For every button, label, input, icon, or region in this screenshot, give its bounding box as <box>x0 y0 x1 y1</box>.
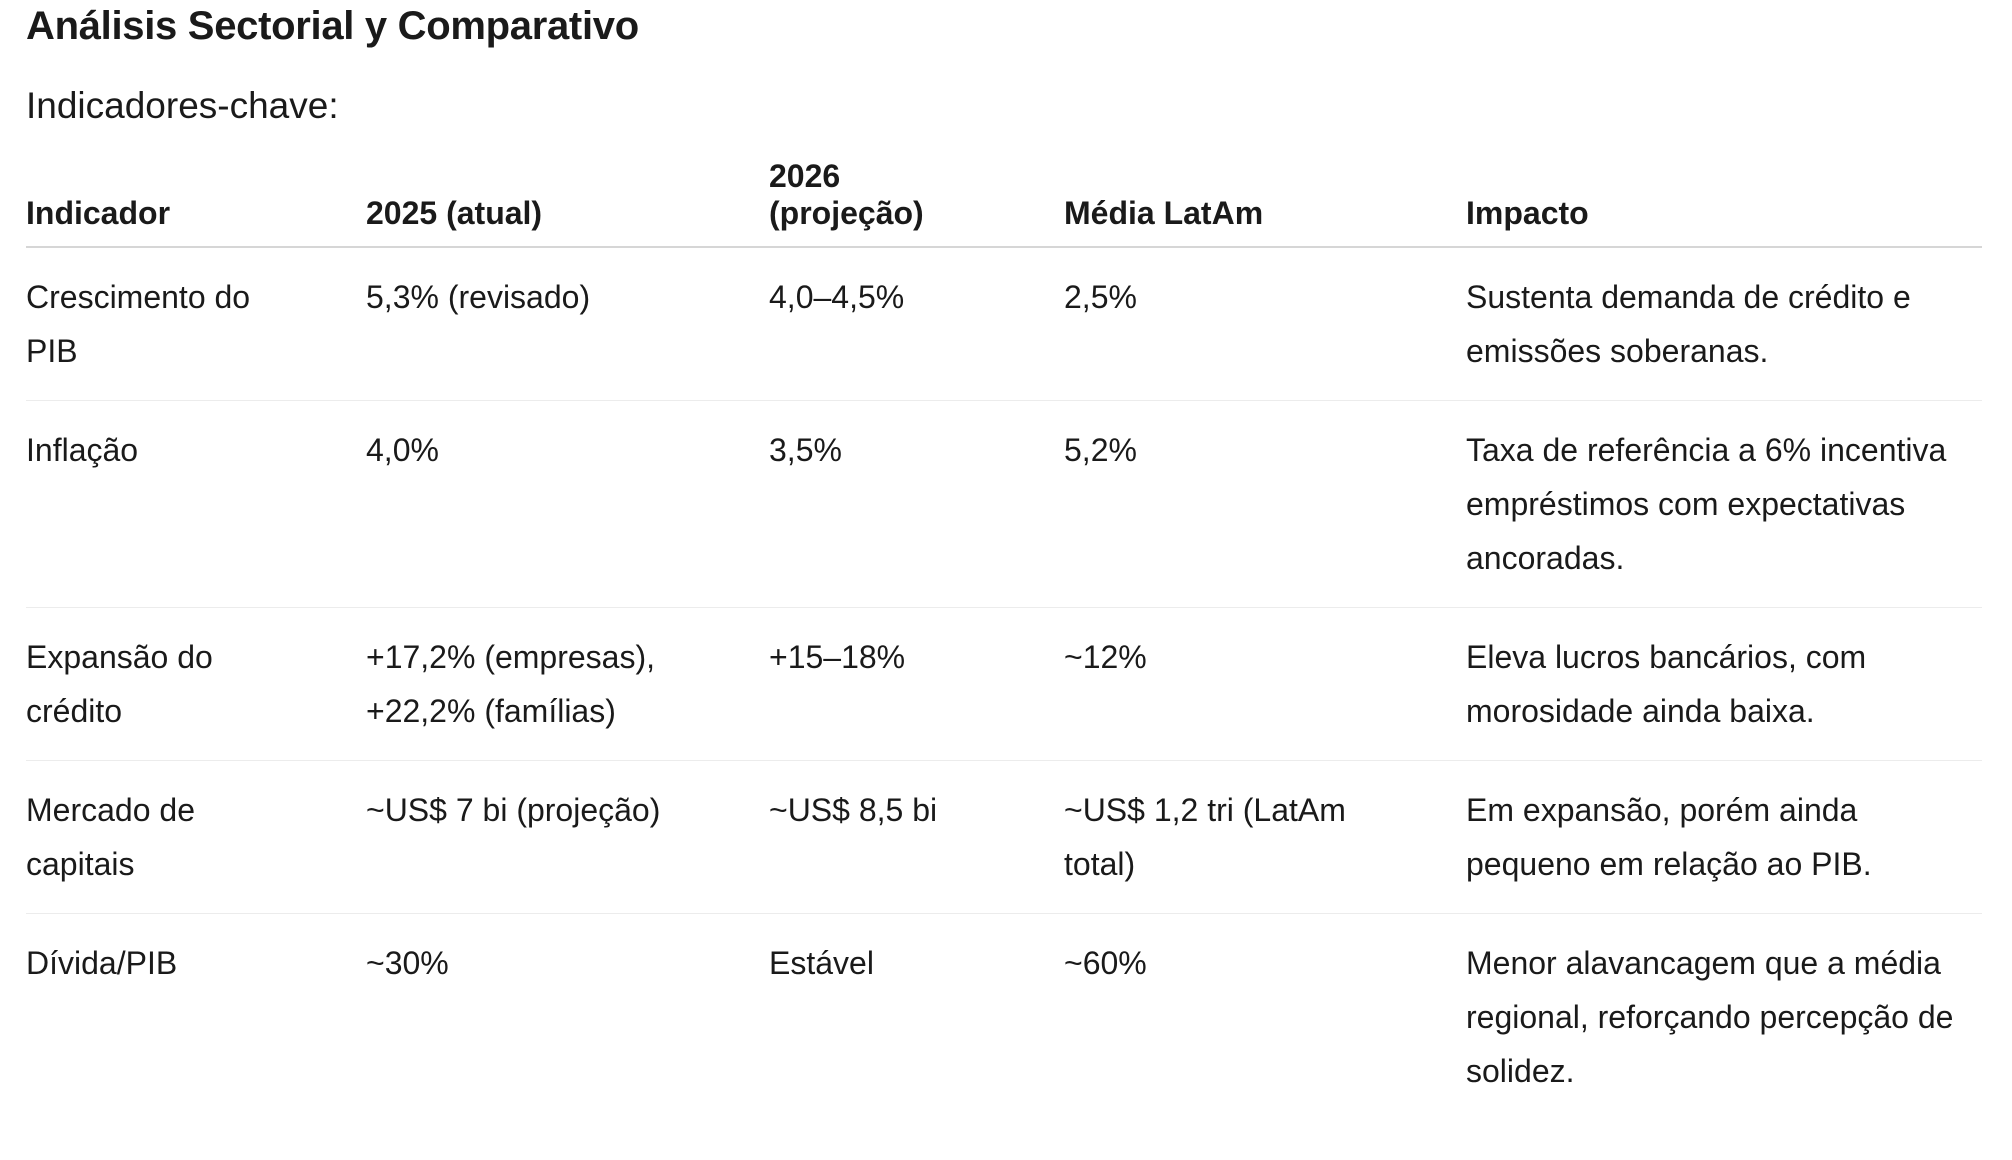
cell-latam-average: 5,2% <box>1064 400 1466 608</box>
cell-impact: Eleva lucros bancários, com morosidade a… <box>1466 607 1982 761</box>
cell-2026: Estável <box>769 945 874 981</box>
cell-latam-average: ~US$ 1,2 tri (LatAm total) <box>1064 760 1466 914</box>
table-header-row: Indicador 2025 (atual) 2026 (projeção) M… <box>26 158 1982 248</box>
cell-2025: ~30% <box>366 945 449 981</box>
cell-2025: 4,0% <box>366 400 769 608</box>
cell-impact: Sustenta demanda de crédito e emissões s… <box>1466 247 1982 401</box>
cell-indicator: Crescimento do PIB <box>26 247 366 401</box>
cell-indicator: Dívida/PIB <box>26 945 178 981</box>
indicators-label: Indicadores-chave: <box>26 85 339 126</box>
indicators-table: Indicador 2025 (atual) 2026 (projeção) M… <box>26 158 1982 1120</box>
cell-latam-average: ~12% <box>1064 607 1466 761</box>
cell-impact: Taxa de referência a 6% incentiva emprés… <box>1466 400 1982 608</box>
cell-indicator: Inflação <box>26 400 366 608</box>
table-row: Dívida/PIB ~30% Estável ~60% Menor alava… <box>26 914 1982 1121</box>
cell-2025: ~US$ 7 bi (projeção) <box>366 760 769 914</box>
header-impact: Impacto <box>1466 158 1982 248</box>
cell-2025: +17,2% (empresas), +22,2% (famílias) <box>366 607 769 761</box>
section-heading: Análisis Sectorial y Comparativo <box>26 4 639 48</box>
document-page: Análisis Sectorial y Comparativo Indicad… <box>26 4 1982 1120</box>
cell-latam-average: 2,5% <box>1064 247 1466 401</box>
cell-impact: Em expansão, porém ainda pequeno em rela… <box>1466 760 1982 914</box>
cell-impact: Menor alavancagem que a média regional, … <box>1466 945 1954 1089</box>
cell-2026: ~US$ 8,5 bi <box>769 760 1064 914</box>
cell-indicator: Mercado de capitais <box>26 760 366 914</box>
table-row: Mercado de capitais ~US$ 7 bi (projeção)… <box>26 760 1982 914</box>
header-indicator: Indicador <box>26 158 366 248</box>
cell-latam-average: ~60% <box>1064 945 1147 981</box>
header-latam-average: Média LatAm <box>1064 158 1466 248</box>
header-2026: 2026 (projeção) <box>769 158 1064 248</box>
table-row: Inflação 4,0% 3,5% 5,2% Taxa de referênc… <box>26 400 1982 608</box>
header-2025: 2025 (atual) <box>366 158 769 248</box>
cell-2026: +15–18% <box>769 607 1064 761</box>
cell-2026: 3,5% <box>769 400 1064 608</box>
cell-indicator: Expansão do crédito <box>26 607 366 761</box>
cell-2025: 5,3% (revisado) <box>366 247 769 401</box>
cell-2026: 4,0–4,5% <box>769 247 1064 401</box>
table-row: Crescimento do PIB 5,3% (revisado) 4,0–4… <box>26 247 1982 401</box>
table-row: Expansão do crédito +17,2% (empresas), +… <box>26 607 1982 761</box>
